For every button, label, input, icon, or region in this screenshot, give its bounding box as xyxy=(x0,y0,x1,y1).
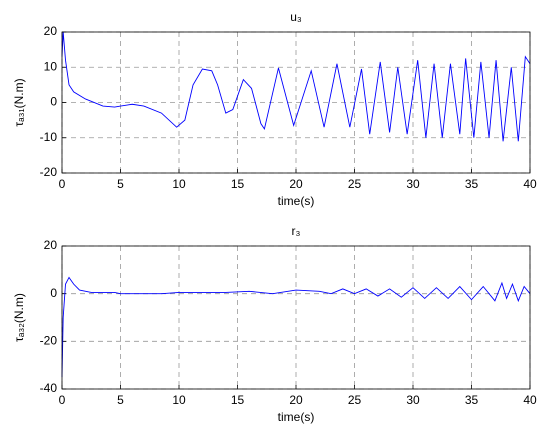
x-tick-label: 20 xyxy=(289,393,303,407)
y-tick-label: -20 xyxy=(40,165,58,179)
x-axis-label: time(s) xyxy=(278,410,315,424)
x-tick-label: 15 xyxy=(231,177,245,191)
x-tick-label: 35 xyxy=(465,393,479,407)
x-tick-label: 5 xyxy=(117,393,124,407)
x-tick-label: 5 xyxy=(117,177,124,191)
y-tick-label: 0 xyxy=(50,286,57,300)
y-tick-label: 20 xyxy=(44,24,58,38)
data-line xyxy=(61,31,531,142)
x-tick-label: 40 xyxy=(523,393,537,407)
x-tick-label: 30 xyxy=(406,393,420,407)
chart-title: u₃ xyxy=(290,10,302,24)
x-tick-label: 10 xyxy=(172,393,186,407)
x-tick-label: 40 xyxy=(523,177,537,191)
x-tick-label: 25 xyxy=(348,177,362,191)
data-line xyxy=(61,276,531,378)
x-tick-label: 35 xyxy=(465,177,479,191)
y-axis-label: τₐ₃₁(N.m) xyxy=(12,78,26,126)
x-tick-label: 20 xyxy=(289,177,303,191)
y-axis-label: τₐ₃₂(N.m) xyxy=(12,293,26,342)
x-tick-label: 15 xyxy=(231,393,245,407)
y-tick-label: 20 xyxy=(44,238,58,252)
y-tick-label: -20 xyxy=(40,334,58,348)
y-tick-label: -40 xyxy=(40,381,58,395)
axes-frame xyxy=(61,245,531,390)
y-tick-label: 10 xyxy=(44,59,58,73)
x-tick-label: 0 xyxy=(59,177,66,191)
x-tick-label: 30 xyxy=(406,177,420,191)
y-tick-label: -10 xyxy=(40,130,58,144)
y-tick-label: 0 xyxy=(50,95,57,109)
x-tick-label: 25 xyxy=(348,393,362,407)
x-tick-label: 10 xyxy=(172,177,186,191)
chart-title: r₃ xyxy=(292,224,301,238)
x-axis-label: time(s) xyxy=(278,194,315,208)
axes-frame xyxy=(61,31,531,174)
x-tick-label: 0 xyxy=(59,393,66,407)
